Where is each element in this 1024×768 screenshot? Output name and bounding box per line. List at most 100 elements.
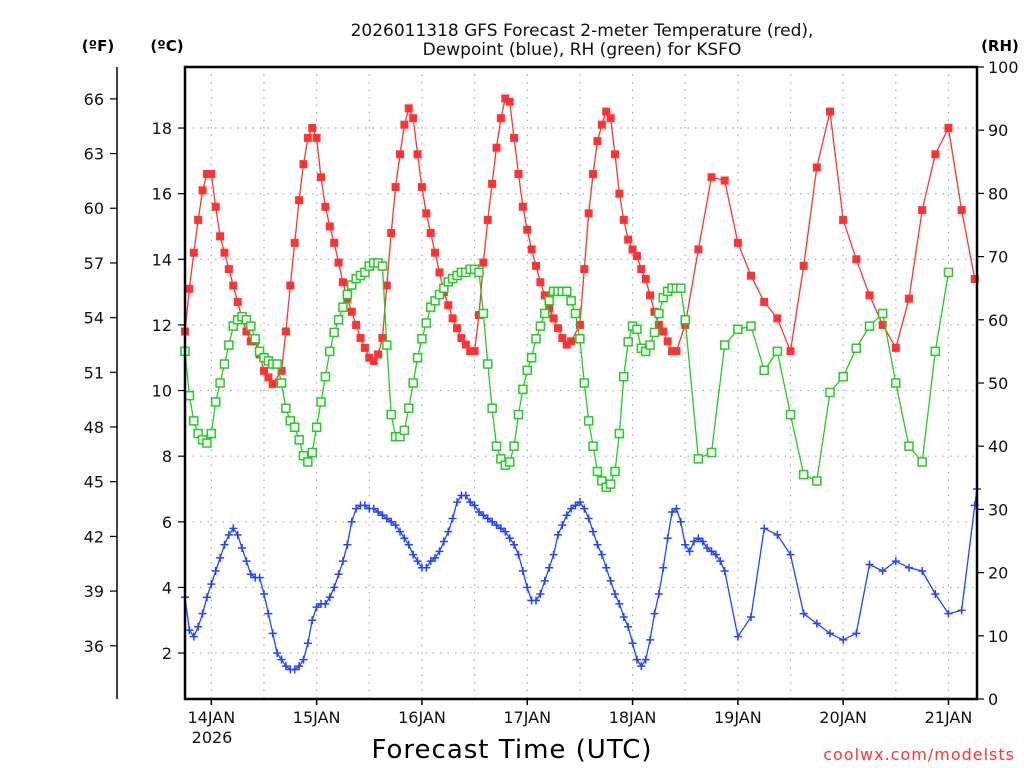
dewpoint-marker-glyph (611, 589, 620, 598)
dewpoint-marker-glyph (624, 622, 633, 631)
rh-point (632, 324, 642, 335)
dewpoint-marker-glyph (545, 563, 554, 572)
rh-point (250, 334, 260, 344)
rh-point (610, 466, 620, 477)
temperature-point (317, 173, 326, 182)
dewpoint-marker-glyph (628, 639, 637, 648)
dewpoint-marker-glyph (593, 540, 602, 549)
dewpoint-marker-glyph (396, 527, 405, 536)
temperature-point (382, 281, 391, 290)
dewpoint-point (918, 567, 927, 576)
temperature-point (290, 238, 299, 247)
rh-point (289, 422, 300, 432)
dewpoint-point (246, 570, 255, 579)
fahrenheit-tick-label: 57 (84, 254, 104, 273)
rh-tick-label: 40 (988, 437, 1008, 456)
dewpoint-point (584, 514, 593, 523)
dewpoint-point (378, 511, 387, 520)
temperature-point (654, 320, 663, 329)
fahrenheit-tick-label: 36 (84, 637, 104, 656)
temperature-point (733, 238, 742, 247)
temperature-point (453, 324, 462, 333)
dewpoint-marker-glyph (439, 537, 448, 546)
dewpoint-point (404, 540, 413, 549)
dewpoint-marker-glyph (654, 589, 663, 598)
temperature-point (391, 183, 400, 192)
rh-point (614, 428, 625, 439)
rh-point (504, 457, 515, 467)
rh-point (487, 403, 497, 414)
x-tick-label: 18JAN (609, 708, 657, 727)
rh-tick-label: 30 (988, 500, 1008, 519)
temperature-point (593, 137, 602, 146)
dewpoint-marker-glyph (733, 632, 742, 641)
dewpoint-point (650, 609, 659, 618)
dewpoint-point (233, 530, 242, 539)
temperature-point (211, 202, 220, 211)
dewpoint-point (369, 504, 378, 513)
temperature-point (426, 229, 435, 238)
temperature-point (299, 160, 308, 169)
dewpoint-marker-glyph (891, 557, 900, 566)
rh-point (877, 308, 888, 319)
temperature-point (264, 373, 273, 382)
dewpoint-point (479, 511, 488, 520)
rh-point (412, 352, 423, 363)
dewpoint-point (904, 563, 913, 572)
temperature-point (694, 245, 703, 254)
temperature-point (356, 334, 365, 343)
temperature-point (400, 120, 409, 129)
temperature-point (444, 301, 453, 310)
rh-point (575, 334, 585, 344)
dewpoint-marker-glyph (290, 665, 299, 674)
dewpoint-marker-glyph (374, 507, 383, 516)
dewpoint-marker-glyph (558, 521, 567, 530)
dewpoint-marker-glyph (413, 557, 422, 566)
dewpoint-point (646, 635, 655, 644)
temperature-point (523, 225, 532, 234)
dewpoint-marker-glyph (378, 511, 387, 520)
temperature-point (553, 324, 562, 333)
rh-point (316, 397, 326, 407)
temperature-point (575, 320, 584, 329)
temperature-point (242, 327, 251, 336)
celsius-unit-label: (ºC) (150, 37, 183, 55)
dewpoint-marker-glyph (711, 550, 720, 559)
temperature-point (431, 248, 440, 257)
dewpoint-point (672, 504, 681, 513)
rh-tick-label: 60 (988, 311, 1008, 330)
dewpoint-marker-glyph (514, 550, 523, 559)
x-year-label: 2026 (192, 728, 233, 747)
temperature-point (668, 347, 677, 356)
x-tick-label: 19JAN (714, 708, 762, 727)
rh-point (483, 359, 493, 369)
rh-point (706, 447, 717, 458)
dewpoint-point (224, 530, 233, 539)
dewpoint-line (184, 488, 978, 671)
dewpoint-point (632, 655, 641, 664)
rh-point (930, 346, 941, 357)
temperature-point (479, 258, 488, 267)
temperature-point (536, 278, 545, 287)
rh-point (592, 466, 603, 477)
dewpoint-point (593, 540, 602, 549)
rh-point (891, 378, 901, 388)
chart-title-line1: 2026011318 GFS Forecast 2-meter Temperat… (351, 21, 814, 41)
credit-text[interactable]: coolwx.com/modelsts (823, 745, 1015, 764)
temperature-point (194, 215, 203, 224)
temperature-point (347, 307, 356, 316)
dewpoint-marker-glyph (799, 609, 808, 618)
dewpoint-point (536, 589, 545, 598)
dewpoint-marker-glyph (685, 547, 694, 556)
dewpoint-point (505, 534, 514, 543)
dewpoint-point (198, 609, 207, 618)
rh-point (917, 457, 927, 467)
rh-point (654, 308, 664, 319)
dewpoint-point (606, 576, 615, 585)
rh-point (342, 289, 353, 300)
dewpoint-point (891, 557, 900, 566)
dewpoint-marker-glyph (321, 599, 330, 608)
fahrenheit-tick-label: 42 (84, 527, 104, 546)
rh-point (522, 365, 532, 376)
dewpoint-point (839, 635, 848, 644)
